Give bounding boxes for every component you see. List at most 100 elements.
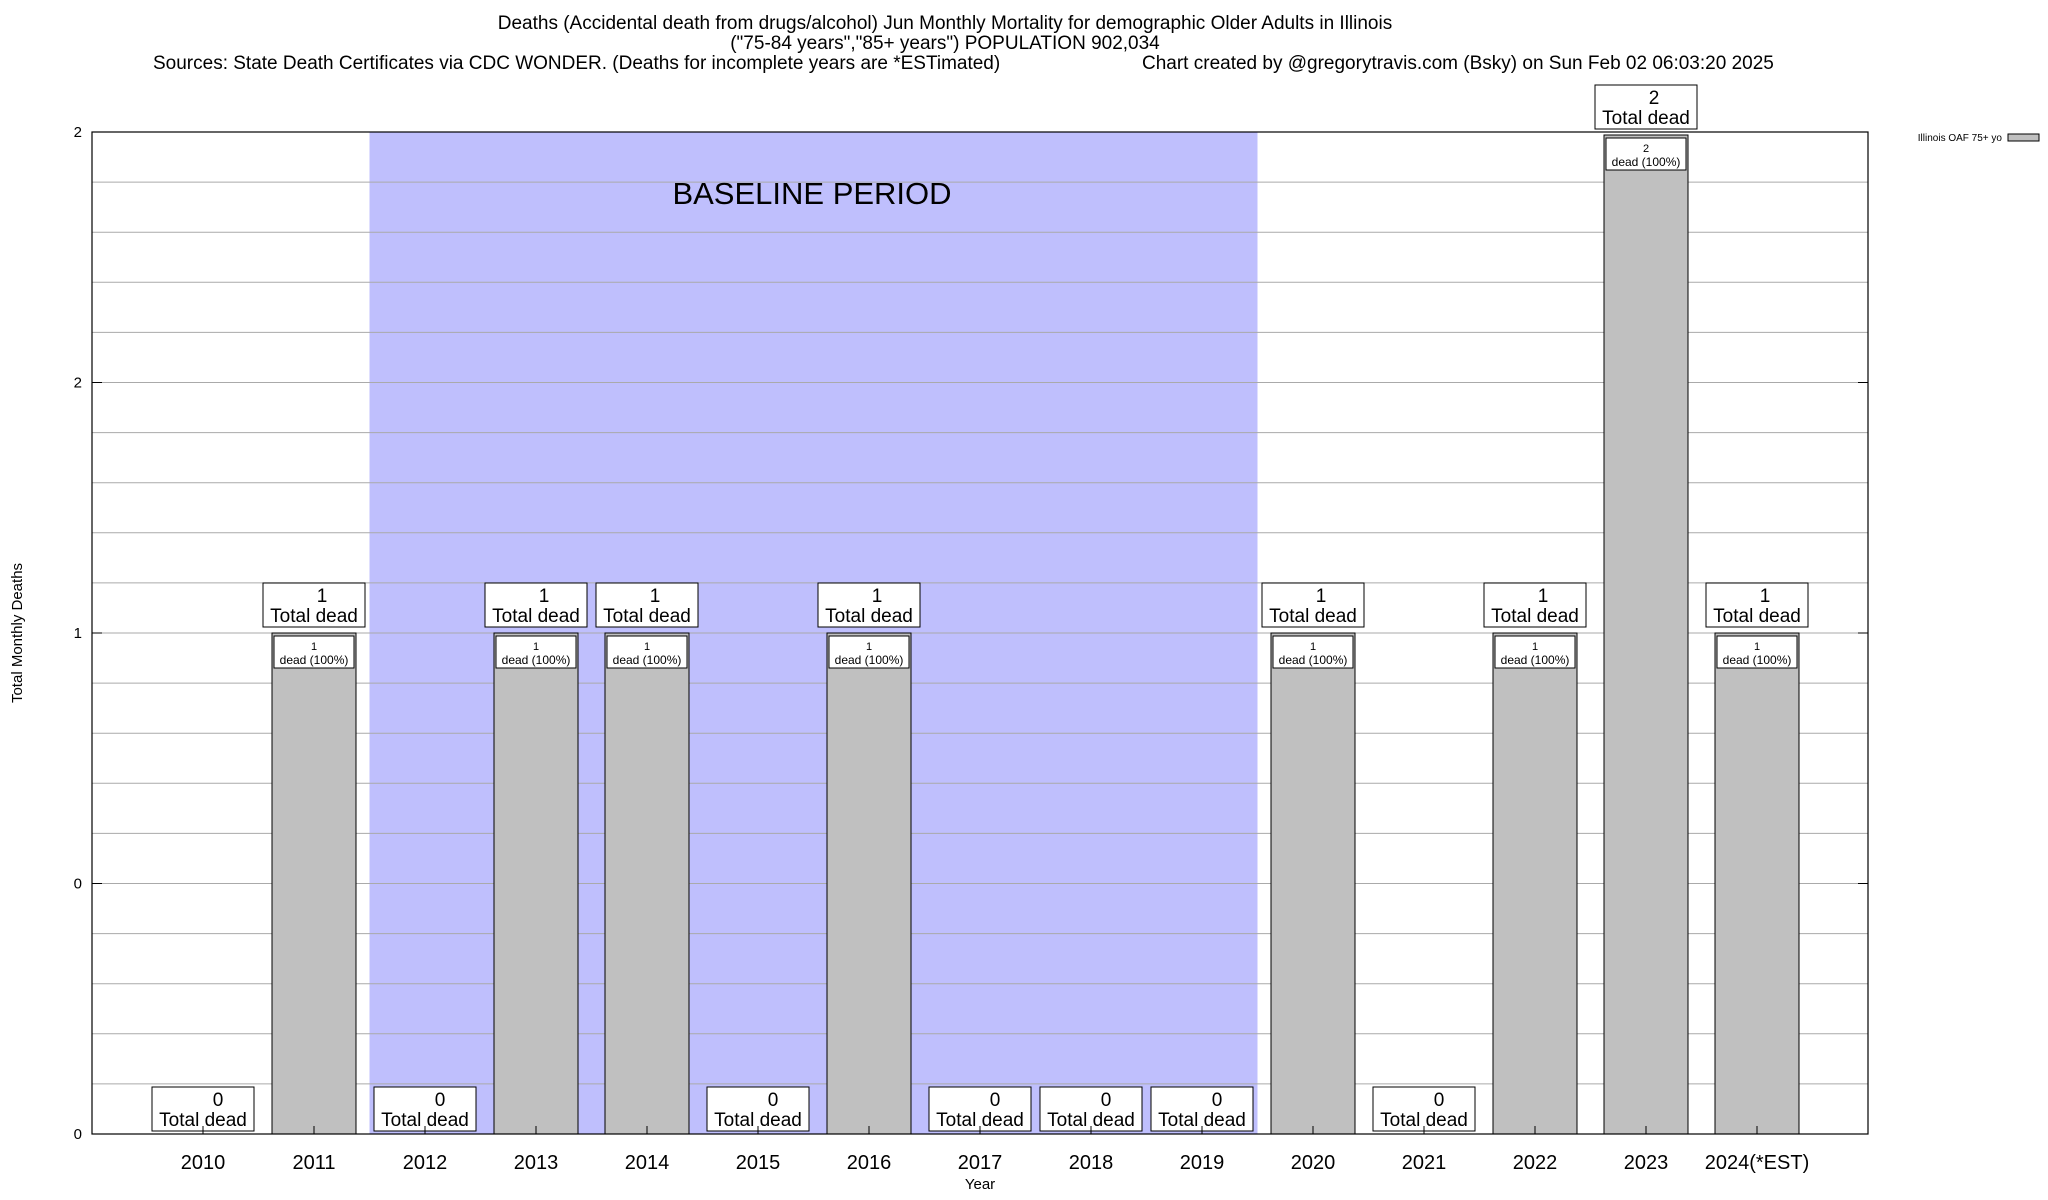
- chart-sources: Sources: State Death Certificates via CD…: [153, 53, 1001, 74]
- total-label-value: 1: [650, 586, 661, 607]
- total-label-text: Total dead: [936, 1110, 1024, 1131]
- bar: [1603, 134, 1689, 1135]
- chart-credit: Chart created by @gregorytravis.com (Bsk…: [1142, 53, 1774, 74]
- chart-title-line-2: ("75-84 years","85+ years") POPULATION 9…: [730, 33, 1160, 54]
- total-label-box: [706, 1086, 810, 1132]
- x-tick-label: 2016: [847, 1152, 892, 1174]
- x-tick-label: 2018: [1069, 1152, 1114, 1174]
- total-label-value: 1: [1538, 586, 1549, 607]
- legend-swatch: [2007, 133, 2040, 142]
- inner-label-text: dead (100%): [1723, 653, 1792, 667]
- total-label-box: [484, 582, 588, 628]
- total-label-box: [1150, 1086, 1254, 1132]
- total-label-text: Total dead: [1269, 606, 1357, 627]
- total-label-value: 0: [768, 1090, 779, 1111]
- baseline-label: BASELINE PERIOD: [672, 176, 951, 211]
- inner-label-text: dead (100%): [280, 653, 349, 667]
- x-tick-label: 2023: [1624, 1152, 1669, 1174]
- y-tick-label: 0: [74, 876, 82, 893]
- total-label-box: [595, 582, 699, 628]
- x-tick-label: 2013: [514, 1152, 559, 1174]
- x-tick-label: 2011: [292, 1152, 335, 1174]
- inner-label-value: 1: [1754, 641, 1760, 653]
- total-label-text: Total dead: [159, 1110, 247, 1131]
- total-label-value: 0: [1101, 1090, 1112, 1111]
- inner-label-value: 1: [644, 641, 650, 653]
- x-tick-label: 2024(*EST): [1705, 1152, 1810, 1174]
- inner-label-box: [1272, 635, 1354, 669]
- inner-label-value: 1: [1310, 641, 1316, 653]
- y-axis-label: Total Monthly Deaths: [9, 563, 26, 703]
- x-axis-label: Year: [965, 1176, 995, 1193]
- x-tick-label: 2020: [1291, 1152, 1336, 1174]
- bar: [1492, 632, 1578, 1135]
- total-label-text: Total dead: [1713, 606, 1801, 627]
- inner-label-text: dead (100%): [613, 653, 682, 667]
- x-tick-label: 2022: [1513, 1152, 1558, 1174]
- total-label-value: 1: [317, 586, 328, 607]
- total-label-text: Total dead: [1380, 1110, 1468, 1131]
- x-tick-label: 2015: [736, 1152, 781, 1174]
- chart-title-line-1: Deaths (Accidental death from drugs/alco…: [497, 13, 1393, 34]
- x-tick-label: 2017: [958, 1152, 1003, 1174]
- total-label-value: 0: [1212, 1090, 1223, 1111]
- bar: [826, 632, 912, 1135]
- total-label-box: [373, 1086, 477, 1132]
- bar: [604, 632, 690, 1135]
- inner-label-box: [1716, 635, 1798, 669]
- total-label-box: [151, 1086, 255, 1132]
- total-label-text: Total dead: [1602, 108, 1690, 129]
- inner-label-box: [828, 635, 910, 669]
- total-label-text: Total dead: [270, 606, 358, 627]
- total-label-value: 1: [1316, 586, 1327, 607]
- y-tick-label: 2: [74, 375, 82, 392]
- total-label-box: [1372, 1086, 1476, 1132]
- inner-label-box: [495, 635, 577, 669]
- total-label-value: 0: [990, 1090, 1001, 1111]
- y-tick-label: 0: [74, 1126, 82, 1143]
- total-label-box: [1705, 582, 1809, 628]
- inner-label-text: dead (100%): [835, 653, 904, 667]
- total-label-value: 2: [1649, 88, 1660, 109]
- inner-label-value: 2: [1643, 143, 1649, 155]
- x-tick-label: 2012: [403, 1152, 448, 1174]
- bar: [493, 632, 579, 1135]
- x-tick-label: 2021: [1402, 1152, 1447, 1174]
- bar: [1270, 632, 1356, 1135]
- bar: [271, 632, 357, 1135]
- total-label-text: Total dead: [1158, 1110, 1246, 1131]
- total-label-text: Total dead: [1491, 606, 1579, 627]
- total-label-value: 0: [213, 1090, 224, 1111]
- inner-label-text: dead (100%): [1612, 155, 1681, 169]
- inner-label-value: 1: [1532, 641, 1538, 653]
- legend: Illinois OAF 75+ yo: [1918, 133, 2040, 144]
- inner-label-value: 1: [866, 641, 872, 653]
- total-label-box: [1594, 84, 1698, 130]
- total-label-box: [1261, 582, 1365, 628]
- y-tick-label: 1: [74, 625, 82, 642]
- total-label-value: 0: [1434, 1090, 1445, 1111]
- total-label-box: [817, 582, 921, 628]
- bar: [1714, 632, 1800, 1135]
